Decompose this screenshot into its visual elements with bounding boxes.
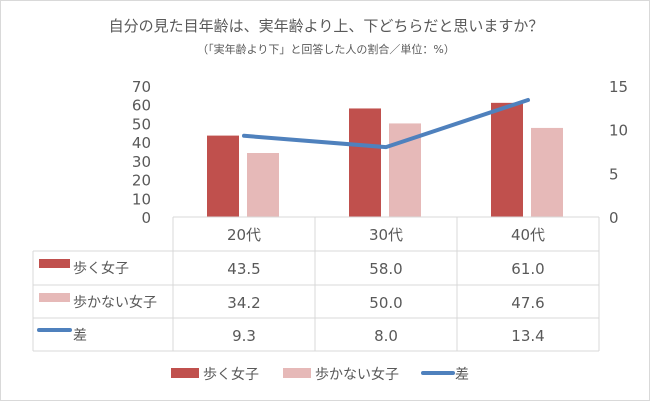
category-label: 20代 xyxy=(227,226,261,244)
y-tick-label: 10 xyxy=(132,190,151,208)
y2-tick-label: 5 xyxy=(609,165,619,183)
y-tick-label: 0 xyxy=(141,209,151,227)
table-legend-key xyxy=(39,259,70,268)
table-value: 61.0 xyxy=(511,260,544,278)
table-series-label: 歩かない女子 xyxy=(73,294,157,311)
bar-歩かない女子 xyxy=(531,127,563,217)
legend-label: 歩く女子 xyxy=(203,366,259,383)
y2-tick-label: 0 xyxy=(609,209,619,227)
table-series-label: 歩く女子 xyxy=(73,260,129,277)
table-value: 8.0 xyxy=(374,327,398,345)
chart-subtitle: （「実年齢より下」と回答した人の割合／単位：%） xyxy=(197,43,455,56)
bar-歩く女子 xyxy=(491,102,523,217)
y-tick-label: 70 xyxy=(132,78,151,96)
line-差 xyxy=(242,97,530,150)
category-label: 30代 xyxy=(369,226,403,244)
y2-tick-label: 10 xyxy=(609,122,628,140)
category-label: 40代 xyxy=(511,226,545,244)
bar-歩かない女子 xyxy=(247,152,279,217)
bar-歩く女子 xyxy=(349,108,381,217)
y-tick-label: 30 xyxy=(132,153,151,171)
table-value: 34.2 xyxy=(227,294,260,312)
chart-title: 自分の見た目年齢は、実年齢より上、下どちらだと思いますか？ xyxy=(108,17,544,35)
y-tick-label: 40 xyxy=(132,134,151,152)
y2-tick-label: 15 xyxy=(609,78,628,96)
table-value: 50.0 xyxy=(369,294,402,312)
table-legend-key xyxy=(39,293,70,302)
table-value: 58.0 xyxy=(369,260,402,278)
table-value: 9.3 xyxy=(232,327,256,345)
table-series-label: 差 xyxy=(73,328,87,344)
table-value: 47.6 xyxy=(511,294,544,312)
y-tick-label: 50 xyxy=(132,115,151,133)
legend-key xyxy=(171,368,199,378)
y-tick-label: 20 xyxy=(132,172,151,190)
table-value: 43.5 xyxy=(227,260,260,278)
legend-label: 歩かない女子 xyxy=(315,366,399,383)
y-tick-label: 60 xyxy=(132,97,151,115)
bar-歩く女子 xyxy=(207,135,239,217)
table-value: 13.4 xyxy=(511,327,544,345)
legend-key xyxy=(283,368,311,378)
legend-label: 差 xyxy=(455,367,469,383)
